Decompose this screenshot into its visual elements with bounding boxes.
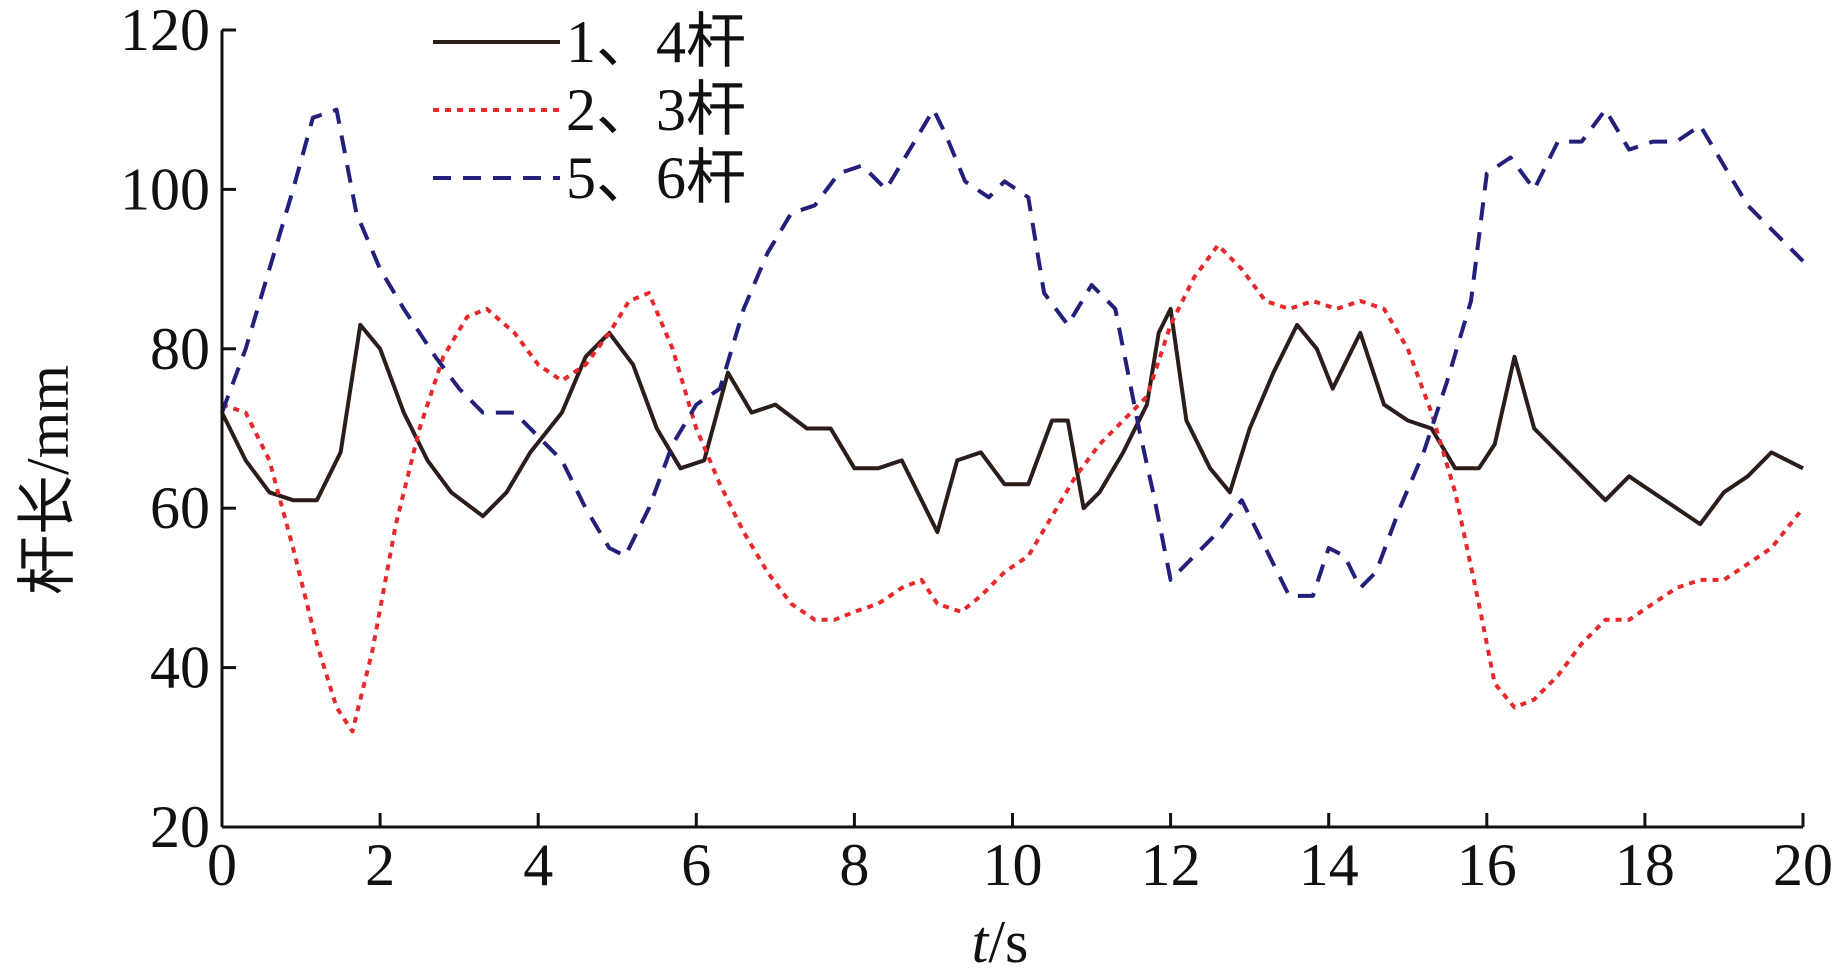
legend-label-1: 1、4杆 [566, 9, 746, 75]
legend-label-2: 2、3杆 [566, 77, 746, 143]
y-tick-label: 40 [150, 635, 210, 701]
series-line-2 [221, 243, 1805, 734]
series-line-3 [220, 107, 1805, 598]
series-line-1 [220, 306, 1804, 535]
axis-ticks: 0 2 4 6 8 10 12 14 16 18 20 20 40 60 80 100 120 [120, 0, 1833, 898]
x-tick-label: 10 [983, 832, 1043, 898]
x-tick-label: 16 [1457, 832, 1517, 898]
x-tick-label: 14 [1299, 832, 1359, 898]
x-tick-label: 18 [1615, 832, 1675, 898]
y-tick-label: 100 [120, 156, 210, 222]
x-tick-label: 6 [681, 832, 711, 898]
legend-label-3: 5、6杆 [566, 145, 746, 211]
y-tick-label: 60 [150, 475, 210, 541]
x-tick-label: 2 [365, 832, 395, 898]
x-tick-label: 4 [523, 832, 553, 898]
x-tick-label: 12 [1141, 832, 1201, 898]
y-tick-label: 80 [150, 316, 210, 382]
x-tick-label: 0 [207, 832, 237, 898]
series-lines [220, 107, 1805, 734]
legend: 1、4杆2、3杆5、6杆 [433, 9, 746, 211]
x-tick-label: 8 [839, 832, 869, 898]
x-tick-label: 20 [1773, 832, 1833, 898]
x-axis-title: t/s [972, 909, 1029, 975]
axes [220, 30, 1803, 829]
y-axis-title: 杆长/mm [15, 365, 81, 595]
y-tick-label: 120 [120, 0, 210, 63]
y-tick-label: 20 [150, 794, 210, 860]
